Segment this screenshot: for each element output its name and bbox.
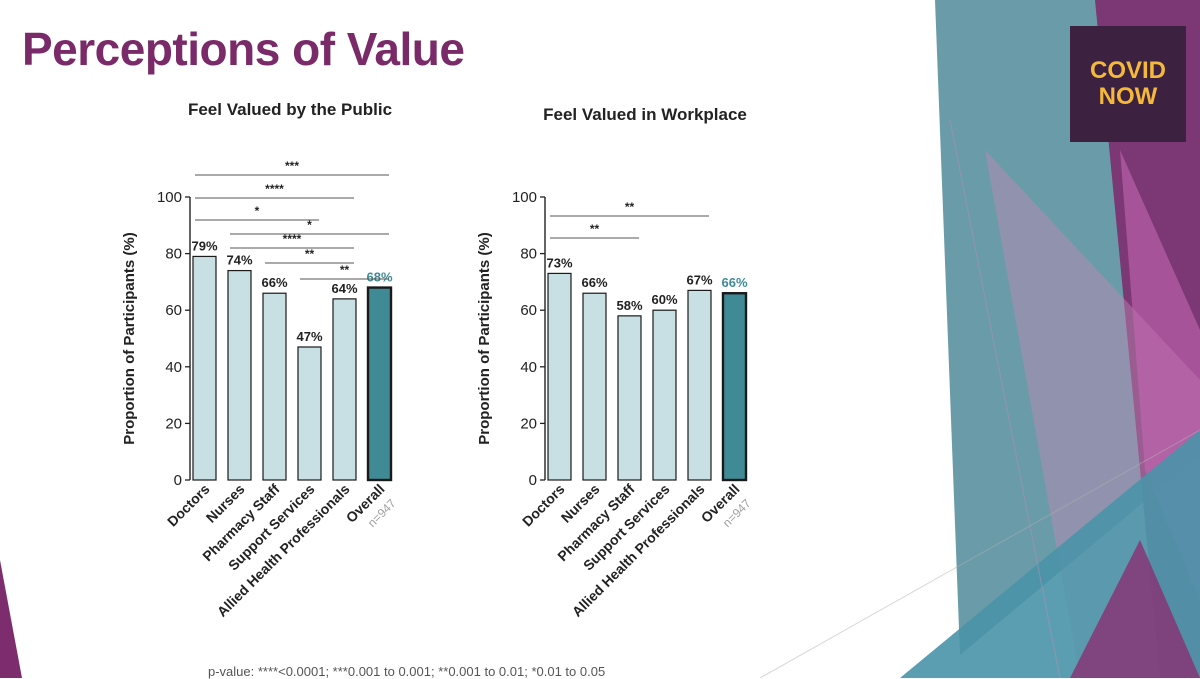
y-tick-label: 0 [529,472,537,489]
data-label: 74% [226,253,252,268]
chart-feel-valued-by-public: Feel Valued by the Public Proportion of P… [121,100,399,620]
data-label: 58% [616,298,642,313]
significance-label: ** [340,263,350,277]
chart-title: Feel Valued by the Public [188,100,392,119]
bar-overall [366,286,393,482]
bar-support-services [297,346,322,481]
significance-label: **** [283,232,302,246]
deco-shape-left-corner [0,560,22,678]
significance-label: *** [285,159,299,173]
data-label: 68% [366,270,392,285]
chart-feel-valued-in-workplace: Feel Valued in Workplace Proportion of Pa… [476,105,754,620]
deco-thin-line [949,119,1061,678]
y-tick-label: 80 [165,246,182,263]
bar-doctors [547,272,572,481]
category-label: Doctors [519,481,568,530]
chart-title: Feel Valued in Workplace [543,105,747,124]
y-tick-label: 40 [165,359,182,376]
deco-thin-line-2 [759,429,1200,678]
significance-label: **** [265,182,284,196]
data-label: 66% [581,275,607,290]
bar-allied-health-professionals [332,298,357,481]
y-tick-label: 60 [520,302,537,319]
y-tick-label: 100 [157,189,182,206]
data-label: 60% [651,292,677,307]
significance-label: ** [305,247,315,261]
logo-line-2: NOW [1098,83,1158,110]
data-label: 73% [546,255,572,270]
bar-nurses [582,292,607,481]
bar-pharmacy-staff [617,315,642,481]
bar-pharmacy-staff [262,292,287,481]
data-label: 64% [331,281,357,296]
deco-shape-purple-bottom [1070,540,1200,678]
bar-doctors [192,255,217,481]
bar-overall [721,292,748,482]
y-tick-label: 60 [165,302,182,319]
bar-support-services [652,309,677,481]
slide-title: Perceptions of Value [22,23,465,75]
covid-now-logo: COVID NOW [1070,26,1186,142]
y-tick-label: 0 [174,472,182,489]
y-tick-label: 40 [520,359,537,376]
significance-label: ** [590,222,600,236]
data-label: 47% [296,329,322,344]
bar-allied-health-professionals [687,289,712,481]
y-axis-label: Proportion of Participants (%) [121,232,138,445]
y-tick-label: 80 [520,246,537,263]
data-label: 79% [191,238,217,253]
category-label: Doctors [164,481,213,530]
y-tick-label: 100 [512,189,537,206]
significance-label: * [255,204,260,218]
data-label: 66% [261,275,287,290]
significance-label: ** [625,200,635,214]
data-label: 66% [721,275,747,290]
y-tick-label: 20 [165,415,182,432]
y-axis-label: Proportion of Participants (%) [476,232,493,445]
significance-label: * [307,218,312,232]
data-label: 67% [686,272,712,287]
p-value-footnote: p-value: ****<0.0001; ***0.001 to 0.001;… [208,664,606,679]
logo-line-1: COVID [1089,57,1166,84]
y-tick-label: 20 [520,415,537,432]
bar-nurses [227,269,252,481]
